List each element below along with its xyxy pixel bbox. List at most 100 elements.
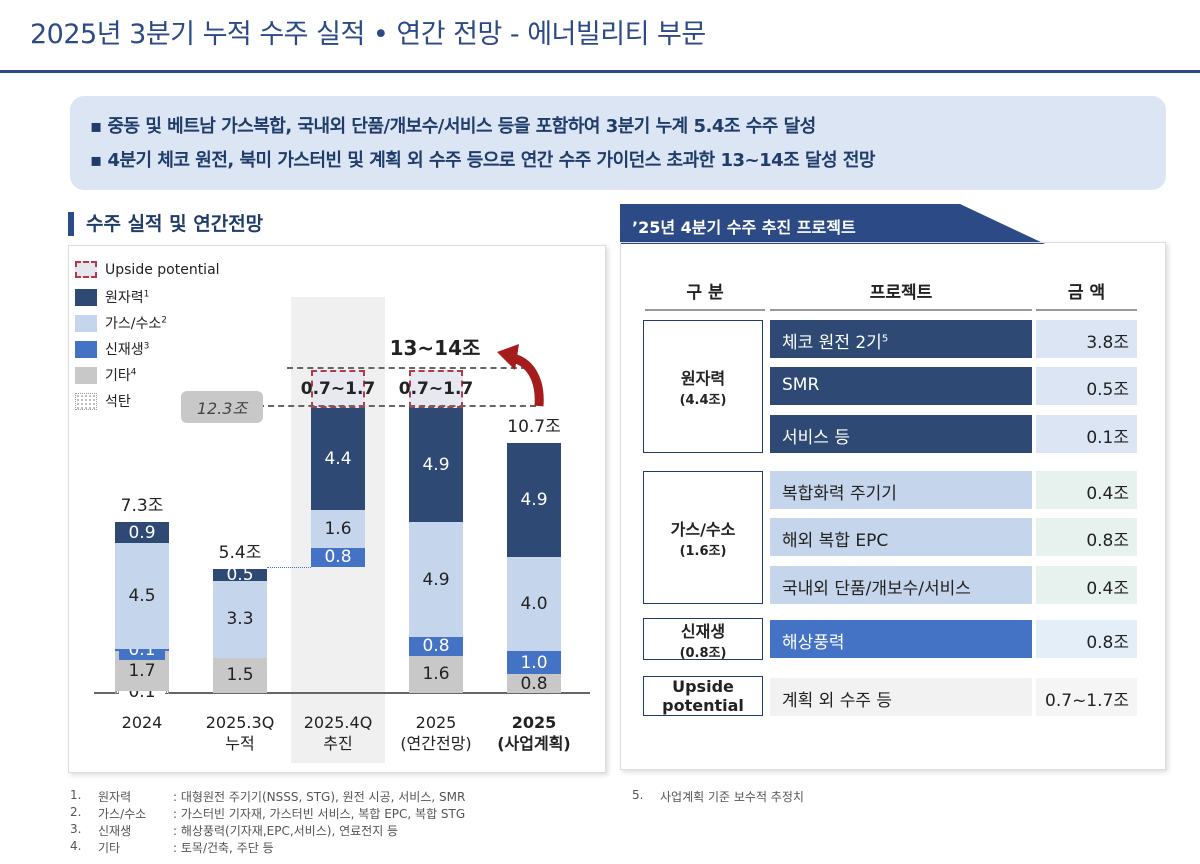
projects-tab-header: ’25년 4분기 수주 추진 프로젝트 [620, 204, 1045, 244]
x-tick-line1: 2025 [415, 713, 457, 732]
summary-line: ▪ 4분기 체코 원전, 북미 가스터빈 및 계획 외 수주 등으로 연간 수주… [90, 150, 876, 171]
footnote-desc: : 가스터빈 기자재, 가스터빈 서비스, 복합 EPC, 복합 STG [173, 807, 466, 821]
dashed-line-top [287, 367, 527, 369]
legend-swatch [75, 261, 97, 278]
footnote-term: 신재생 [98, 824, 132, 838]
bar-segment-신재생: 1.0 [507, 650, 561, 675]
project-amount: 0.4조 [1036, 566, 1137, 604]
group-amount: (1.6조) [679, 544, 727, 559]
table-header: 프로젝트 [770, 278, 1032, 311]
legend-swatch [75, 392, 97, 410]
footnote-num: 3. [70, 822, 82, 836]
footnote-desc: : 토목/건축, 주단 등 [173, 841, 274, 855]
baseline-total-badge: 12.3조 [181, 391, 263, 423]
title-divider [0, 70, 1200, 73]
bar-segment-원자력: 4.9 [507, 442, 561, 558]
legend-item: Upside potential [75, 261, 220, 278]
bar-segment-원자력: 4.4 [311, 407, 365, 511]
bar-segment-신재생: 0.8 [409, 636, 463, 656]
x-tick-line2: (연간전망) [400, 734, 472, 753]
footnote-term: 기타 [98, 841, 121, 855]
upside-box: 0.7~1.7 [399, 369, 473, 408]
x-tick-label: 2025 (연간전망) [381, 712, 491, 754]
projects-panel [620, 242, 1166, 770]
bar-segment-기타: 1.5 [213, 657, 267, 693]
group-cell-1: 가스/수소 (1.6조) [643, 471, 763, 604]
project-name: 국내외 단품/개보수/서비스 [770, 566, 1032, 604]
footnote-term: 가스/수소 [98, 807, 147, 821]
bar-total-label: 5.4조 [218, 542, 262, 563]
summary-box: ▪ 중동 및 베트남 가스복합, 국내외 단품/개보수/서비스 등을 포함하여 … [70, 96, 1166, 190]
project-amount: 0.7~1.7조 [1036, 678, 1137, 716]
connector-line [267, 567, 311, 568]
legend-swatch [75, 366, 97, 384]
footnote-term: 사업계획 기준 보수적 추정치 [660, 790, 804, 804]
page-title: 2025년 3분기 누적 수주 실적 • 연간 전망 - 에너빌리티 부문 [30, 19, 706, 50]
bar-segment-가스/수소: 1.6 [311, 510, 365, 548]
legend-swatch [75, 288, 97, 306]
legend-item: 기타4 [75, 365, 137, 385]
chart-section-title: 수주 실적 및 연간전망 [68, 212, 263, 236]
footnote-num: 2. [70, 805, 82, 819]
bar-total-label: 10.7조 [507, 416, 561, 437]
x-tick-line1: 2025 [511, 713, 557, 732]
project-amount: 0.8조 [1036, 620, 1137, 658]
x-tick-line1: 2025.4Q [303, 713, 373, 732]
group-name: 가스/수소 [670, 520, 736, 539]
bar-segment-가스/수소: 4.9 [409, 522, 463, 637]
bar-segment-원자력: 0.9 [115, 522, 169, 544]
footnote-term: 원자력 [98, 790, 132, 804]
upside-box: 0.7~1.7 [301, 369, 375, 408]
x-tick-line1: 2025.3Q [205, 713, 275, 732]
legend-item: 가스/수소2 [75, 313, 167, 333]
summary-line: ▪ 중동 및 베트남 가스복합, 국내외 단품/개보수/서비스 등을 포함하여 … [90, 116, 816, 137]
x-tick-label: 2025.4Q 추진 [283, 712, 393, 754]
dashed-line-base [258, 405, 536, 407]
project-name: 복합화력 주기기 [770, 471, 1032, 509]
bar-total-label: 7.3조 [120, 496, 164, 517]
group-cell-3: Upside potential [643, 676, 763, 716]
x-tick-line2: 추진 [323, 734, 353, 753]
legend-label: Upside potential [105, 261, 220, 278]
upward-arrow-icon [495, 338, 545, 408]
project-name: 계획 외 수주 등 [770, 678, 1032, 716]
footnote-desc: : 대형원전 주기기(NSSS, STG), 원전 시공, 서비스, SMR [173, 790, 466, 804]
legend-swatch [75, 340, 97, 358]
project-amount: 0.4조 [1036, 471, 1137, 509]
project-name: 체코 원전 2기5 [770, 320, 1032, 358]
project-name: 해상풍력 [770, 620, 1032, 658]
legend-label: 기타4 [105, 367, 137, 384]
x-tick-label: 2025.3Q 누적 [185, 712, 295, 754]
project-amount: 3.8조 [1036, 320, 1137, 358]
project-amount: 0.8조 [1036, 518, 1137, 556]
footnote-num: 4. [70, 839, 82, 853]
project-name: SMR [770, 367, 1032, 405]
legend-label: 원자력1 [105, 289, 150, 306]
legend-item: 석탄 [75, 391, 131, 411]
group-name: 원자력 [680, 369, 726, 388]
group-amount: (0.8조) [679, 645, 727, 661]
group-cell-0: 원자력 (4.4조) [643, 320, 763, 453]
bar-segment-신재생: 0.8 [311, 547, 365, 567]
bar-segment-기타: 1.6 [409, 655, 463, 693]
x-tick-label: 2025 (사업계획) [479, 712, 589, 754]
group-amount: (4.4조) [679, 393, 727, 408]
legend-swatch [75, 314, 97, 332]
group-name: Upside potential [662, 677, 744, 715]
group-cell-2: 신재생 (0.8조) [643, 618, 763, 661]
bar-segment-가스/수소: 4.0 [507, 557, 561, 651]
table-header: 금 액 [1036, 278, 1137, 311]
chart-panel [68, 245, 606, 773]
bar-segment-원자력: 0.5 [213, 565, 267, 585]
legend-label: 신재생3 [105, 341, 150, 358]
bar-segment-원자력: 4.9 [409, 407, 463, 523]
bar-segment-가스/수소: 4.5 [115, 543, 169, 649]
footnote-desc: : 해상풍력(기자재,EPC,서비스), 연료전지 등 [173, 824, 399, 838]
x-tick-line1: 2024 [121, 713, 163, 732]
legend-item: 신재생3 [75, 339, 149, 359]
footnote-num: 1. [70, 788, 82, 802]
x-tick-line2: (사업계획) [497, 734, 571, 753]
table-header: 구 분 [645, 278, 765, 311]
x-tick-label: 2024 [87, 712, 197, 733]
project-name: 서비스 등 [770, 415, 1032, 453]
